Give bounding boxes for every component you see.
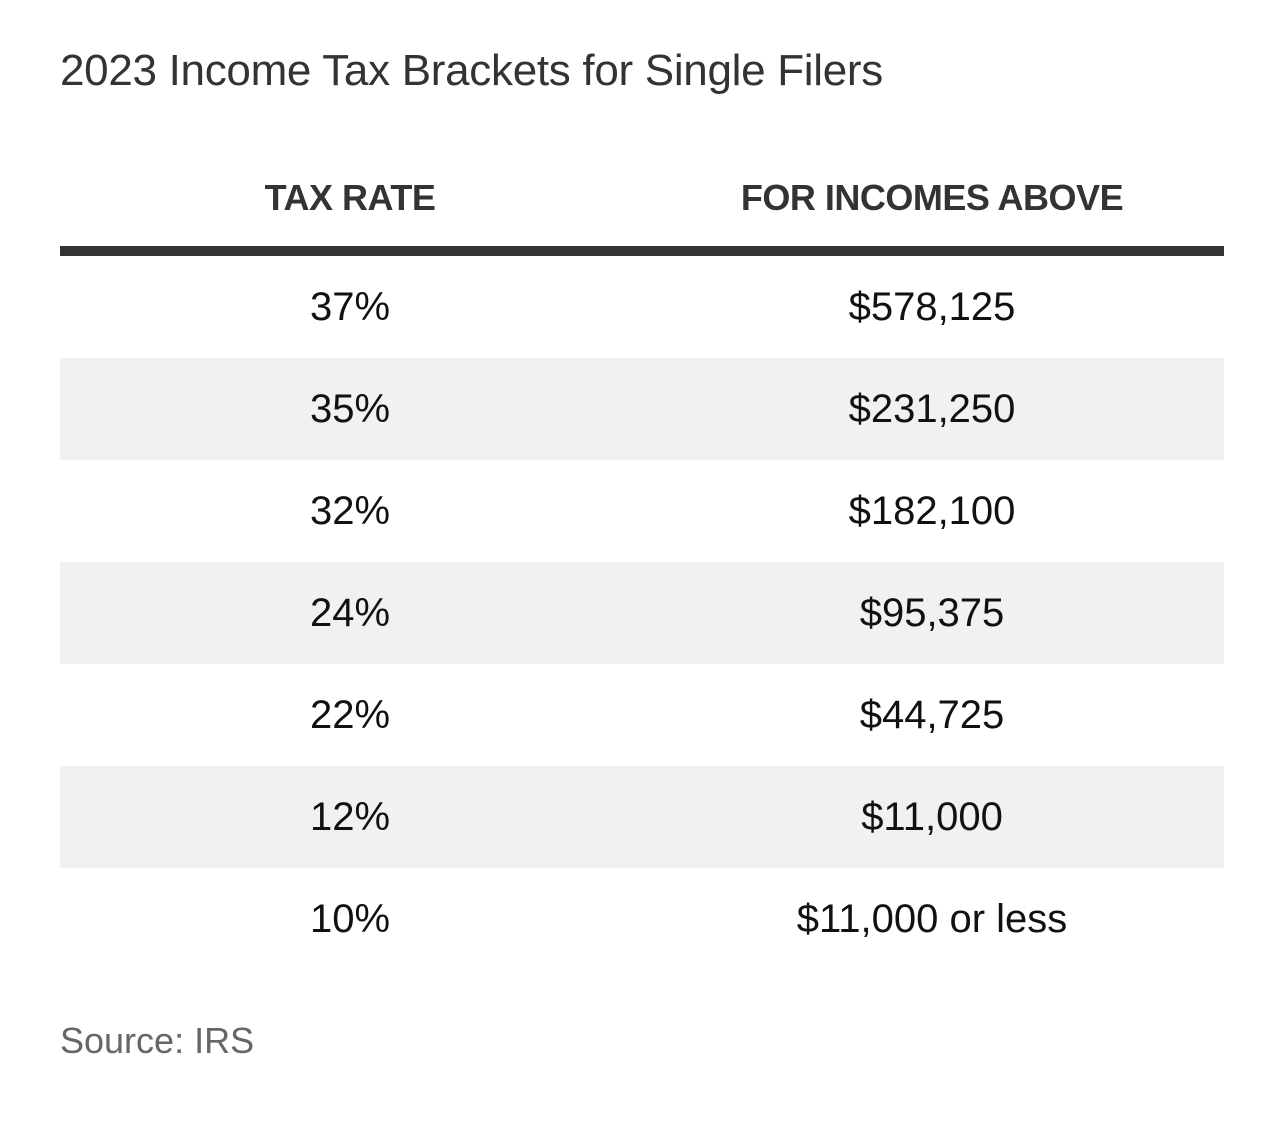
table-row: 12% $11,000	[60, 766, 1224, 868]
source-note: Source: IRS	[60, 1020, 255, 1061]
table-row: 37% $578,125	[60, 256, 1224, 358]
tax-rate-cell: 37%	[309, 284, 391, 329]
tax-bracket-table: TAX RATE FOR INCOMES ABOVE 37% $578,125 35…	[60, 150, 1224, 970]
table-row: 22% $44,725	[60, 664, 1224, 766]
income-threshold-cell: $231,250	[848, 386, 1016, 431]
income-threshold-cell: $182,100	[848, 488, 1016, 533]
table-row: 32% $182,100	[60, 460, 1224, 562]
table-row: 35% $231,250	[60, 358, 1224, 460]
tax-rate-cell: 22%	[309, 692, 391, 737]
table-header-row: TAX RATE FOR INCOMES ABOVE	[60, 150, 1224, 246]
table-row: 10% $11,000 or less	[60, 868, 1224, 970]
column-header-incomes-above: FOR INCOMES ABOVE	[740, 177, 1124, 218]
tax-rate-cell: 10%	[309, 896, 391, 941]
tax-rate-cell: 12%	[309, 794, 391, 839]
tax-rate-cell: 24%	[309, 590, 391, 635]
income-threshold-cell: $11,000 or less	[796, 896, 1068, 941]
table-row: 24% $95,375	[60, 562, 1224, 664]
chart-title: 2023 Income Tax Brackets for Single File…	[60, 46, 883, 95]
header-divider	[60, 246, 1224, 256]
tax-rate-cell: 32%	[309, 488, 391, 533]
column-header-tax-rate: TAX RATE	[264, 177, 436, 218]
income-threshold-cell: $95,375	[859, 590, 1005, 635]
tax-rate-cell: 35%	[309, 386, 391, 431]
income-threshold-cell: $11,000	[861, 794, 1003, 839]
income-threshold-cell: $578,125	[848, 284, 1016, 329]
income-threshold-cell: $44,725	[859, 692, 1005, 737]
table-body: 37% $578,125 35% $231,250 32% $182,100 24% $95,…	[60, 256, 1224, 970]
